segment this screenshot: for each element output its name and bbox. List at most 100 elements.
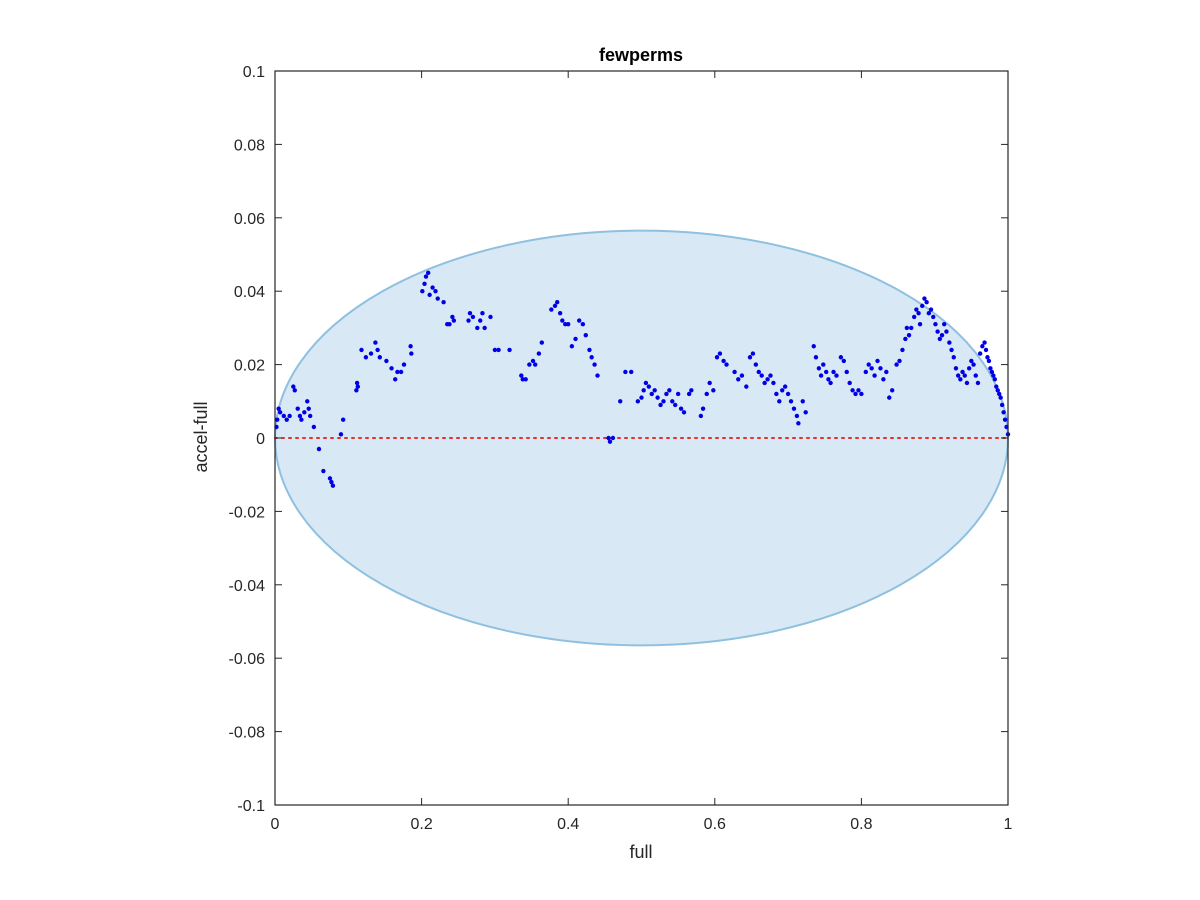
data-point: [480, 311, 485, 316]
data-point: [878, 366, 883, 371]
data-point: [926, 311, 932, 316]
data-point: [375, 347, 380, 353]
data-point: [316, 446, 322, 452]
data-point: [467, 311, 473, 316]
data-point: [451, 318, 457, 323]
data-point: [958, 377, 963, 382]
data-point: [988, 366, 993, 371]
data-point: [661, 399, 666, 404]
data-point: [955, 373, 961, 378]
data-point: [595, 373, 600, 378]
data-point: [557, 311, 563, 316]
y-axis-label: accel-full: [191, 401, 211, 472]
data-point: [975, 380, 981, 386]
data-point: [949, 347, 954, 353]
data-point: [995, 388, 1000, 393]
data-point: [838, 355, 844, 360]
data-point: [780, 388, 785, 393]
x-tick-label: 1: [1004, 816, 1013, 833]
data-point: [900, 347, 905, 353]
data-point: [607, 439, 613, 444]
data-point: [295, 406, 300, 411]
data-point: [618, 399, 623, 404]
data-point: [393, 377, 398, 382]
data-point: [492, 347, 498, 353]
data-point: [450, 314, 455, 320]
data-point: [994, 384, 999, 389]
data-point: [305, 399, 310, 404]
y-tick-label: -0.08: [229, 725, 266, 742]
data-point: [989, 369, 995, 375]
data-point: [724, 362, 729, 367]
data-point: [811, 344, 816, 349]
data-point: [782, 384, 788, 389]
y-tick-label: 0: [256, 431, 265, 448]
x-tick-label: 0.6: [704, 816, 726, 833]
data-point: [686, 391, 692, 397]
data-point: [606, 435, 611, 441]
data-point: [884, 369, 889, 375]
y-tick-label: -0.04: [229, 578, 266, 595]
data-point: [284, 417, 289, 422]
data-point: [717, 351, 723, 356]
data-point: [409, 351, 414, 356]
data-point: [711, 388, 716, 393]
data-point: [935, 329, 940, 334]
data-point: [750, 351, 756, 356]
data-point: [587, 347, 592, 353]
data-point: [960, 369, 965, 375]
data-point: [796, 421, 801, 426]
data-point: [673, 402, 678, 408]
data-point: [274, 417, 280, 422]
data-point: [739, 373, 745, 378]
data-point: [646, 384, 652, 389]
data-point: [736, 377, 741, 382]
data-point: [447, 322, 452, 327]
data-point: [924, 300, 929, 305]
data-point: [523, 377, 528, 382]
data-point: [947, 340, 952, 345]
data-point: [911, 314, 917, 320]
data-point: [828, 380, 833, 386]
data-point: [704, 391, 709, 397]
y-tick-label: 0.08: [234, 137, 265, 154]
data-point: [791, 406, 797, 411]
data-point: [953, 366, 959, 371]
data-point: [928, 307, 934, 312]
data-point: [496, 347, 501, 353]
data-point: [560, 318, 565, 323]
data-point: [909, 325, 914, 331]
data-point: [756, 369, 761, 375]
data-point: [629, 369, 634, 375]
data-point: [299, 417, 304, 422]
data-point: [482, 325, 487, 331]
data-point: [340, 417, 346, 422]
data-point: [287, 413, 292, 419]
data-point: [373, 340, 378, 345]
data-point: [850, 388, 855, 393]
data-point: [816, 366, 822, 371]
data-point: [354, 380, 360, 386]
data-point: [681, 410, 687, 415]
data-point: [847, 380, 852, 386]
data-point: [401, 362, 407, 367]
data-point: [569, 344, 575, 349]
data-point: [430, 285, 435, 290]
data-point: [549, 307, 554, 312]
data-point: [922, 296, 927, 301]
data-point: [643, 380, 649, 386]
data-point: [768, 373, 773, 378]
data-point: [580, 322, 586, 327]
data-point: [903, 336, 908, 342]
data-point: [433, 289, 438, 294]
data-point: [302, 410, 307, 415]
data-point: [368, 351, 374, 356]
data-point: [986, 358, 992, 364]
data-point: [813, 355, 819, 360]
data-point: [856, 388, 861, 393]
data-point: [355, 384, 361, 389]
data-point: [610, 435, 616, 441]
data-point: [698, 413, 704, 419]
data-point: [859, 391, 864, 397]
